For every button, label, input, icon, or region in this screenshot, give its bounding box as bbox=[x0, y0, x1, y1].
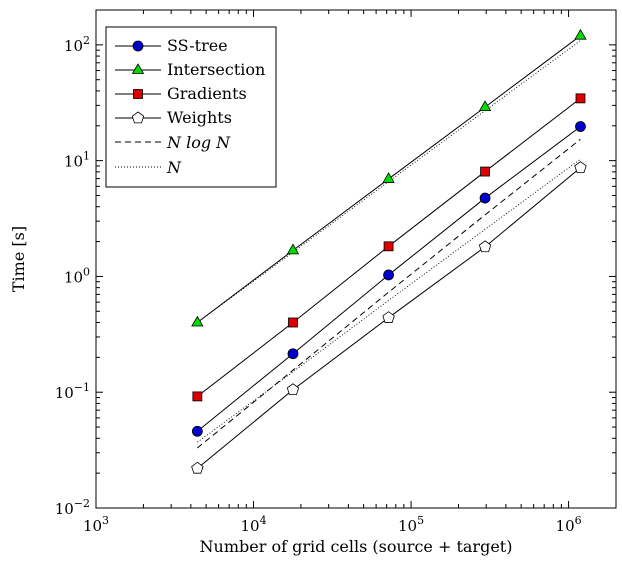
data-point-ss-tree bbox=[191, 425, 203, 437]
legend-entry-intersection: Intersection bbox=[115, 60, 265, 79]
x-tick-label: 105 bbox=[398, 514, 424, 535]
legend-entry-ss-tree: SS-tree bbox=[115, 36, 228, 55]
legend-box bbox=[105, 26, 277, 188]
data-point-intersection bbox=[191, 315, 204, 327]
series-line-n bbox=[197, 158, 581, 443]
data-point-gradients bbox=[480, 166, 490, 177]
series-n-log-n bbox=[197, 138, 581, 449]
x-axis-title: Number of grid cells (source + target) bbox=[200, 537, 513, 556]
legend: SS-tree Intersection Gradients Weights N… bbox=[105, 26, 277, 188]
y-axis-title: Time [s] bbox=[9, 226, 28, 292]
data-point-weights bbox=[382, 311, 395, 323]
y-tick-label: 102 bbox=[64, 34, 90, 55]
data-point-weights bbox=[574, 161, 587, 173]
data-point-weights bbox=[286, 383, 300, 396]
series-ss-tree bbox=[191, 121, 586, 437]
data-point-gradients bbox=[192, 391, 203, 402]
plot-area: 103 104 105 106 10−2 10−1 100 101 102 bbox=[55, 9, 617, 535]
x-tick-label: 104 bbox=[240, 514, 266, 535]
legend-marker-ss-tree bbox=[132, 40, 144, 52]
data-point-ss-tree bbox=[575, 121, 586, 132]
data-point-weights bbox=[478, 240, 492, 253]
series-group bbox=[191, 28, 587, 474]
y-tick-label: 100 bbox=[64, 265, 90, 286]
x-tick-label: 103 bbox=[83, 514, 109, 535]
data-point-weights bbox=[191, 461, 204, 474]
legend-label-ss-tree: SS-tree bbox=[167, 36, 228, 55]
axis-ticks: 103 104 105 106 10−2 10−1 100 101 102 bbox=[55, 9, 617, 535]
legend-label-intersection: Intersection bbox=[167, 60, 265, 79]
legend-label-nlogn: N log N bbox=[166, 133, 231, 152]
data-point-intersection bbox=[574, 28, 587, 40]
legend-entry-weights: Weights bbox=[115, 108, 232, 127]
legend-entry-n: N bbox=[115, 158, 182, 177]
legend-label-weights: Weights bbox=[167, 108, 232, 127]
x-tick-label: 106 bbox=[556, 514, 582, 535]
plot-frame bbox=[95, 9, 617, 509]
data-point-ss-tree bbox=[383, 269, 394, 281]
data-point-ss-tree bbox=[479, 192, 491, 204]
y-tick-label: 10−2 bbox=[55, 497, 90, 518]
legend-marker-weights bbox=[131, 111, 145, 124]
legend-entry-nlogn: N log N bbox=[115, 133, 231, 152]
data-point-gradients bbox=[575, 93, 586, 104]
legend-entry-gradients: Gradients bbox=[115, 84, 247, 103]
legend-marker-gradients bbox=[133, 89, 143, 99]
data-point-intersection bbox=[478, 100, 492, 112]
series-n bbox=[197, 158, 581, 443]
series-weights bbox=[191, 161, 587, 474]
series-gradients bbox=[192, 93, 586, 402]
series-line-n-log-n bbox=[197, 138, 581, 449]
data-point-ss-tree bbox=[287, 348, 299, 360]
data-point-intersection bbox=[286, 243, 300, 255]
data-point-gradients bbox=[383, 241, 394, 252]
y-tick-label: 101 bbox=[64, 150, 90, 171]
legend-label-gradients: Gradients bbox=[167, 84, 247, 103]
series-intersection bbox=[191, 28, 587, 327]
legend-label-n: N bbox=[166, 158, 182, 177]
y-tick-label: 10−1 bbox=[55, 381, 90, 402]
data-point-gradients bbox=[288, 317, 298, 328]
legend-marker-intersection bbox=[131, 63, 145, 74]
data-point-intersection bbox=[382, 172, 395, 183]
